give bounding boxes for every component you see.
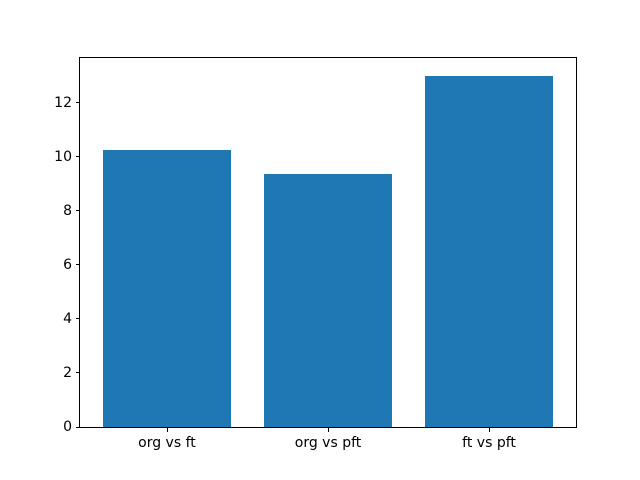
y-tick-label: 2 <box>63 364 72 381</box>
bar-org-vs-pft <box>263 174 393 427</box>
y-tick-mark <box>76 264 80 266</box>
y-tick-mark <box>76 426 80 428</box>
x-tick-mark <box>328 428 329 432</box>
x-tick-label: org vs ft <box>138 435 196 451</box>
y-tick-mark <box>76 210 80 212</box>
y-tick-label: 0 <box>63 419 72 435</box>
y-tick-mark <box>76 372 80 374</box>
y-tick-label: 10 <box>54 148 72 165</box>
bar-org-vs-ft <box>102 149 232 427</box>
y-tick-label: 6 <box>63 256 72 273</box>
plot-area <box>79 57 577 428</box>
y-tick-label: 8 <box>63 202 72 219</box>
y-tick-mark <box>76 102 80 104</box>
x-tick-mark <box>489 428 491 432</box>
x-tick-mark <box>166 428 168 432</box>
y-tick-label: 12 <box>54 94 72 111</box>
y-tick-mark <box>76 318 80 320</box>
bars-container <box>80 58 576 427</box>
x-tick-label: ft vs pft <box>462 435 516 451</box>
bar-ft-vs-pft <box>424 75 554 427</box>
x-tick-label: org vs pft <box>294 435 362 451</box>
y-tick-label: 4 <box>63 310 72 327</box>
y-tick-mark <box>76 156 80 158</box>
